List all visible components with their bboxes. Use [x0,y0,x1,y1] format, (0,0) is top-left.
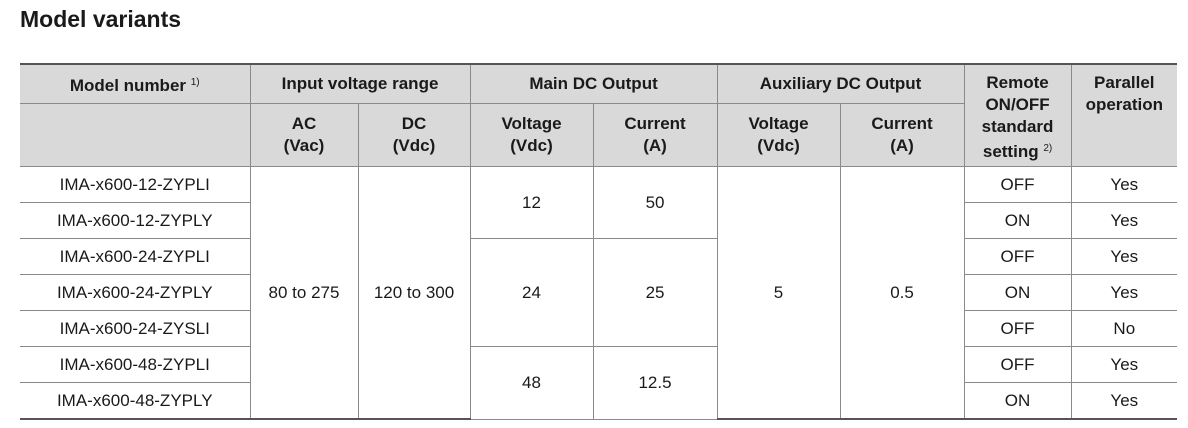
value-cell: Yes [1070,274,1178,311]
value-cell: 50 [592,166,718,239]
value-cell: ON [963,382,1072,420]
value-cell: 25 [592,238,718,347]
value-cell: OFF [963,238,1072,275]
table-row: IMA-x600-12-ZYPLI 80 to 275 120 to 300 12 50… [20,166,1178,420]
header-cell [20,103,251,167]
header-cell: Model number 1) [20,63,251,104]
value-cell: ON [963,274,1072,311]
header-cell: AC (Vac) [249,103,359,167]
model-cell: IMA-x600-12-ZYPLY [20,202,251,239]
value-cell: OFF [963,310,1072,347]
model-cell: IMA-x600-48-ZYPLI [20,346,251,383]
value-cell: 12.5 [592,346,718,420]
header-cell: Current (A) [839,103,965,167]
header-text: Voltage [748,114,809,133]
value-cell: No [1070,310,1178,347]
header-text: (Vdc) [757,136,800,155]
header-text: (Vdc) [392,136,436,155]
header-text: (Vac) [283,136,325,155]
value-cell: Yes [1070,346,1178,383]
header-cell: Voltage (Vdc) [469,103,594,167]
value-cell: Yes [1070,382,1178,420]
value-cell: OFF [963,166,1072,203]
value-cell: ON [963,202,1072,239]
value-cell: Yes [1070,238,1178,275]
header-text: DC [401,114,427,133]
header-text: Remote ON/OFF standard setting [981,73,1054,161]
header-text: (A) [643,136,667,155]
value-cell: 5 [716,166,841,420]
value-cell: 80 to 275 [249,166,359,420]
header-text: Model number [69,75,187,95]
table-row: IMA-x600-12-ZYPLY ON Yes [20,202,1178,239]
value-cell: 12 [469,166,594,239]
header-text: (Vdc) [510,136,553,155]
header-text: Voltage [501,114,562,133]
footnote-mark: 2) [1043,143,1053,154]
header-cell: Parallel operation [1070,63,1178,167]
header-text: AC [291,114,317,133]
model-cell: IMA-x600-48-ZYPLY [20,382,251,420]
header-text: (A) [890,136,914,155]
table-row: IMA-x600-24-ZYPLI 24 25 OFF Yes [20,238,1178,347]
value-cell: OFF [963,346,1072,383]
model-cell: IMA-x600-24-ZYSLI [20,310,251,347]
title: Model variants [20,6,182,32]
header-text: Current [624,114,686,133]
header-cell: Input voltage range [249,63,471,104]
value-cell: 0.5 [839,166,965,420]
header-cell: Voltage (Vdc) [716,103,841,167]
header-cell: Main DC Output [469,63,718,104]
value-cell: Yes [1070,166,1178,203]
model-cell: IMA-x600-12-ZYPLI [20,166,251,203]
variants-table: Model number 1) Input voltage range Main… [20,63,1178,420]
table-body: IMA-x600-12-ZYPLI 80 to 275 120 to 300 12 50… [20,166,1178,420]
header-cell: DC (Vdc) [357,103,471,167]
model-cell: IMA-x600-24-ZYPLI [20,238,251,275]
header-cell: Remote ON/OFF standard setting 2) [963,63,1072,167]
footnote-mark: 1) [190,76,200,88]
table-row: IMA-x600-48-ZYPLI 48 12.5 OFF Yes [20,346,1178,420]
model-cell: IMA-x600-24-ZYPLY [20,274,251,311]
header-cell: Auxiliary DC Output [716,63,965,104]
header-text: Current [871,114,933,133]
value-cell: 24 [469,238,594,347]
header-cell: Current (A) [592,103,718,167]
table-row: IMA-x600-48-ZYPLY ON Yes [20,382,1178,420]
value-cell: 120 to 300 [357,166,471,420]
table-row: IMA-x600-24-ZYSLI OFF No [20,310,1178,347]
value-cell: Yes [1070,202,1178,239]
value-cell: 48 [469,346,594,420]
